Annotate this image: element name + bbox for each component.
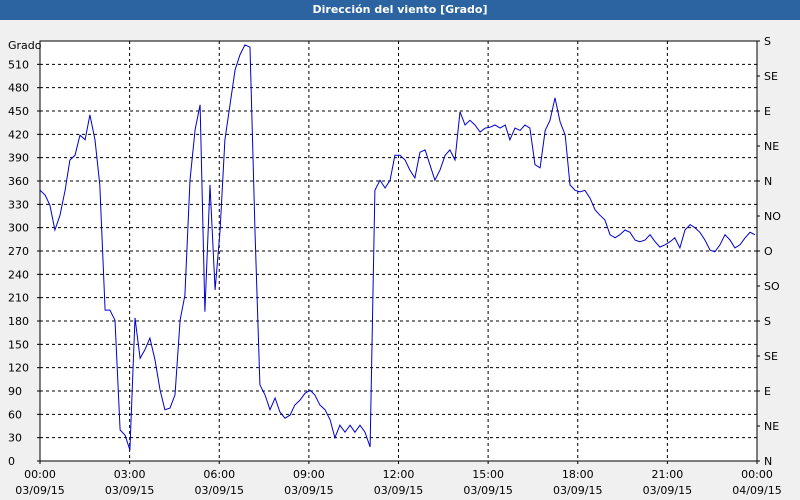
y-tick-label: 180 [8,315,29,328]
x-tick-label: 18:00 [562,468,594,481]
y-tick-label: 450 [8,105,29,118]
y2-tick-label: SE [764,70,778,83]
x-tick-date: 03/09/15 [195,484,244,497]
x-tick-date: 04/09/15 [732,484,781,497]
y-tick-label: 300 [8,222,29,235]
y-axis-label: Grado [8,39,42,52]
y-tick-label: 330 [8,198,29,211]
x-tick-label: 06:00 [203,468,235,481]
y2-tick-label: NE [764,420,779,433]
x-tick-date: 03/09/15 [553,484,602,497]
y-tick-label: 0 [8,455,15,468]
y2-tick-label: O [764,245,773,258]
y2-tick-label: NE [764,140,779,153]
y-tick-label: 420 [8,128,29,141]
y2-tick-label: N [764,455,772,468]
x-tick-label: 00:00 [24,468,56,481]
y2-tick-label: N [764,175,772,188]
x-tick-label: 21:00 [652,468,684,481]
y-tick-label: 120 [8,362,29,375]
y-tick-label: 360 [8,175,29,188]
x-tick-label: 12:00 [383,468,415,481]
chart-title: Dirección del viento [Grado] [313,3,488,16]
y-tick-label: 270 [8,245,29,258]
x-tick-label: 00:00 [741,468,773,481]
data-line [39,44,756,451]
y2-tick-label: S [764,315,771,328]
x-tick-date: 03/09/15 [463,484,512,497]
y-tick-label: 480 [8,82,29,95]
title-bar [0,0,800,20]
y2-tick-label: E [764,385,771,398]
x-tick-label: 09:00 [293,468,325,481]
y2-tick-label: SE [764,350,778,363]
y2-tick-label: NO [764,210,781,223]
x-tick-label: 15:00 [472,468,504,481]
x-tick-date: 03/09/15 [284,484,333,497]
y2-tick-label: SO [764,280,780,293]
y-tick-label: 390 [8,152,29,165]
x-tick-label: 03:00 [114,468,146,481]
y-tick-label: 60 [8,408,22,421]
y-tick-label: 210 [8,292,29,305]
y-tick-label: 510 [8,58,29,71]
y-tick-label: 240 [8,268,29,281]
y-tick-label: 90 [8,385,22,398]
y2-tick-label: S [764,35,771,48]
y-tick-label: 30 [8,432,22,445]
x-tick-date: 03/09/15 [374,484,423,497]
x-tick-date: 03/09/15 [105,484,154,497]
x-tick-date: 03/09/15 [643,484,692,497]
y-tick-label: 150 [8,338,29,351]
x-tick-date: 03/09/15 [15,484,64,497]
y2-tick-label: E [764,105,771,118]
